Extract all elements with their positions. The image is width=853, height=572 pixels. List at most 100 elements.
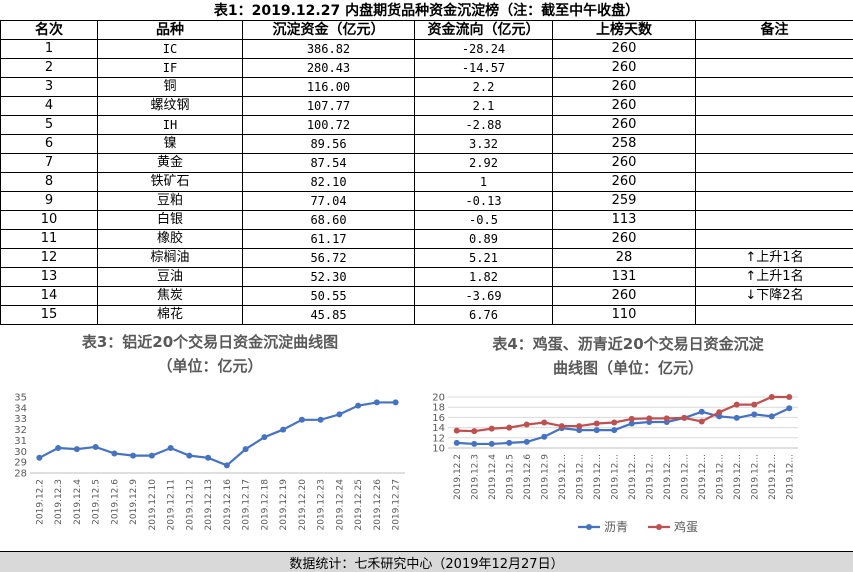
header-flow: 资金流向（亿元） [415, 21, 553, 40]
y-tick-label: 20 [432, 393, 445, 404]
cell-days: 258 [553, 135, 696, 154]
cell-days: 260 [553, 97, 696, 116]
data-point [646, 415, 652, 421]
cell-days: 110 [553, 306, 696, 325]
data-point [506, 425, 512, 431]
data-point [681, 415, 687, 421]
cell-note: ↑上升1名 [696, 268, 853, 287]
cell-rank: 8 [1, 173, 98, 192]
chart-title: 表4：鸡蛋、沥青近20个交易日资金沉淀 [492, 335, 764, 353]
cell-note: ↑上升1名 [696, 249, 853, 268]
cell-name: 棕榈油 [98, 249, 243, 268]
cell-fund: 116.00 [243, 78, 415, 97]
table-title: 表1：2019.12.27 内盘期货品种资金沉淀榜（注：截至中午收盘） [0, 0, 853, 21]
cell-fund: 280.43 [243, 59, 415, 78]
chart-title: 表3：铝近20个交易日资金沉淀曲线图 [82, 333, 338, 351]
cell-rank: 10 [1, 211, 98, 230]
cell-days: 260 [553, 59, 696, 78]
cell-fund: 87.54 [243, 154, 415, 173]
cell-name: 棉花 [98, 306, 243, 325]
cell-flow: 0.89 [415, 230, 553, 249]
data-point [594, 427, 600, 433]
x-tick-label: 2019.12... [558, 454, 568, 500]
data-point [769, 413, 775, 419]
data-point [716, 409, 722, 415]
x-tick-label: 2019.12.4 [488, 454, 498, 500]
x-tick-label: 2019.12.13 [204, 479, 214, 531]
data-point [489, 426, 495, 432]
data-point [243, 446, 249, 452]
x-tick-label: 2019.12... [628, 454, 638, 500]
cell-fund: 107.77 [243, 97, 415, 116]
cell-name: 焦炭 [98, 287, 243, 306]
x-tick-label: 2019.12... [768, 454, 778, 500]
x-tick-label: 2019.12... [680, 454, 690, 500]
cell-note [696, 192, 853, 211]
cell-note [696, 97, 853, 116]
cell-fund: 89.56 [243, 135, 415, 154]
x-tick-label: 2019.12.5 [505, 454, 515, 500]
data-point [751, 402, 757, 408]
x-tick-label: 2019.12.2 [453, 454, 463, 500]
header-name: 品种 [98, 21, 243, 40]
cell-name: 铁矿石 [98, 173, 243, 192]
chart-subtitle: （单位：亿元） [157, 357, 262, 375]
data-point [524, 439, 530, 445]
data-point [130, 453, 136, 459]
x-tick-label: 2019.12... [698, 454, 708, 500]
x-tick-label: 2019.12... [663, 454, 673, 500]
cell-fund: 52.30 [243, 268, 415, 287]
cell-note [696, 211, 853, 230]
x-tick-label: 2019.12.19 [279, 479, 289, 531]
x-tick-label: 2019.12... [750, 454, 760, 500]
cell-days: 260 [553, 173, 696, 192]
cell-flow: 1.82 [415, 268, 553, 287]
legend-label: 沥青 [604, 520, 628, 534]
cell-flow: 3.32 [415, 135, 553, 154]
cell-fund: 100.72 [243, 116, 415, 135]
data-point [489, 441, 495, 447]
cell-days: 260 [553, 230, 696, 249]
cell-fund: 61.17 [243, 230, 415, 249]
y-tick-label: 18 [432, 403, 445, 414]
x-tick-label: 2019.12... [575, 454, 585, 500]
cell-note [696, 306, 853, 325]
data-point [751, 411, 757, 417]
cell-note [696, 116, 853, 135]
cell-days: 260 [553, 78, 696, 97]
cell-days: 131 [553, 268, 696, 287]
data-point [168, 445, 174, 451]
chart-subtitle: 曲线图（单位：亿元） [553, 359, 703, 377]
cell-name: 豆油 [98, 268, 243, 287]
legend-swatch-marker [656, 524, 662, 530]
cell-name: 镍 [98, 135, 243, 154]
cell-note [696, 230, 853, 249]
y-tick-label: 34 [14, 403, 27, 414]
header-note: 备注 [696, 21, 853, 40]
x-tick-label: 2019.12.5 [92, 479, 102, 525]
y-tick-label: 33 [14, 414, 27, 425]
cell-note [696, 154, 853, 173]
data-point [224, 462, 230, 468]
data-point [786, 405, 792, 411]
data-point [471, 428, 477, 434]
cell-name: 橡胶 [98, 230, 243, 249]
series-line [457, 408, 790, 444]
y-tick-label: 10 [432, 444, 445, 455]
data-point [74, 446, 80, 452]
cell-flow: -2.88 [415, 116, 553, 135]
series-line [39, 402, 395, 465]
cell-days: 113 [553, 211, 696, 230]
data-point [55, 445, 61, 451]
cell-fund: 50.55 [243, 287, 415, 306]
data-point [318, 417, 324, 423]
x-tick-label: 2019.12.12 [185, 479, 195, 531]
cell-rank: 7 [1, 154, 98, 173]
x-tick-label: 2019.12.20 [298, 479, 308, 531]
